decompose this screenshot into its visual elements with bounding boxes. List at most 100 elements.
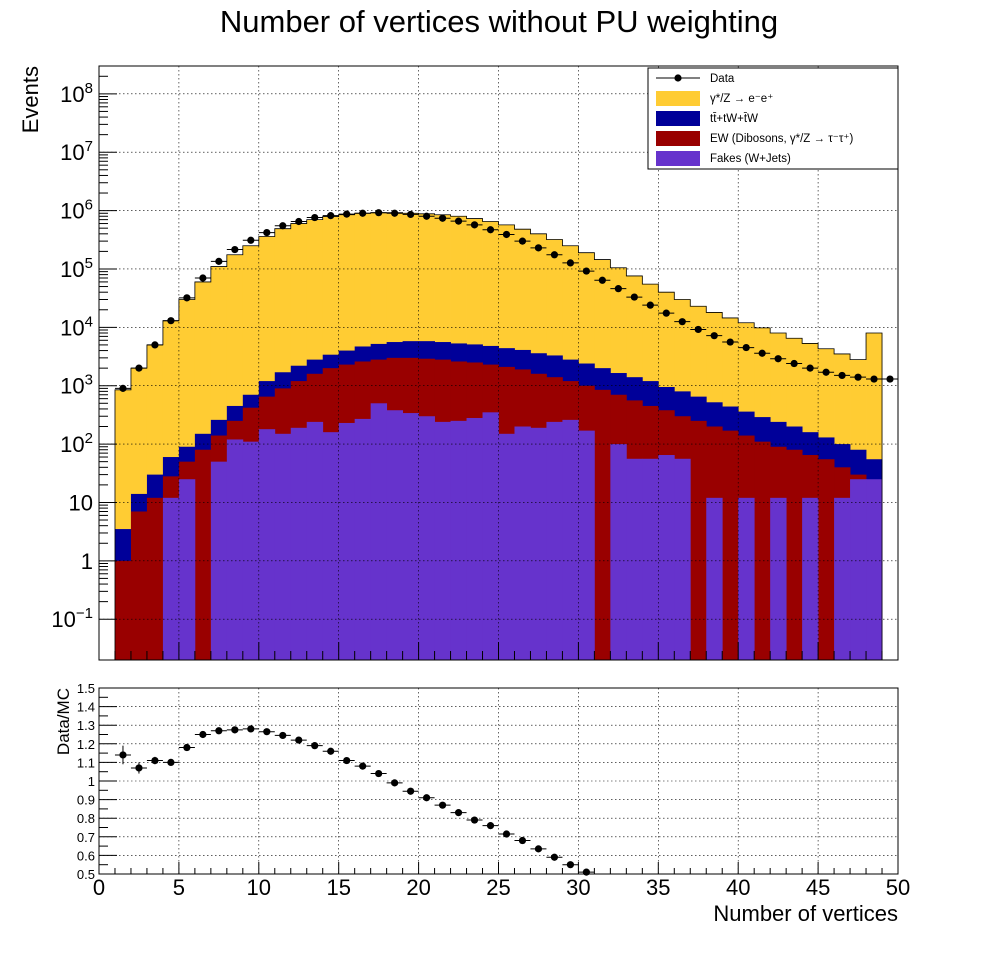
x-tick-label: 30	[566, 875, 590, 900]
data-point	[582, 267, 590, 275]
ratio-point	[359, 762, 367, 770]
data-point	[870, 375, 878, 383]
bar-ew	[114, 560, 132, 660]
data-point	[662, 309, 670, 317]
ratio-y-tick-label: 1	[88, 774, 95, 789]
bar-fakes	[226, 439, 244, 660]
bar-fakes	[162, 497, 180, 660]
y-tick-label: 1	[81, 549, 93, 574]
ratio-point	[231, 726, 239, 734]
y-tick-label: 108	[60, 80, 93, 107]
bar-fakes	[658, 455, 675, 660]
stack-outline	[114, 212, 883, 660]
ratio-point	[295, 736, 303, 744]
data-point	[486, 226, 495, 234]
data-point	[375, 209, 383, 217]
data-point	[726, 338, 734, 346]
x-tick-label: 45	[806, 875, 830, 900]
bar-fakes	[482, 412, 499, 660]
ratio-point	[119, 751, 127, 759]
data-point	[407, 210, 415, 219]
ratio-point	[502, 830, 511, 838]
legend-data-marker	[674, 74, 682, 82]
data-point	[806, 364, 814, 372]
bar-ew	[690, 420, 707, 660]
bar-ew	[194, 449, 212, 660]
bar-fakes	[178, 479, 196, 660]
ratio-point	[311, 742, 319, 750]
ratio-point	[518, 836, 527, 845]
ratio-point	[199, 730, 207, 739]
data-point	[438, 214, 447, 222]
series-data	[114, 209, 899, 392]
data-point	[343, 210, 351, 218]
bar-fakes	[738, 497, 755, 660]
data-point	[614, 285, 622, 293]
data-point	[167, 317, 175, 325]
data-point	[199, 274, 207, 282]
legend-swatch-top	[656, 111, 700, 126]
bar-fakes	[434, 421, 451, 660]
ratio-point	[279, 731, 287, 740]
series-fakes	[162, 403, 883, 660]
ratio-point	[183, 743, 191, 752]
legend-label-data: Data	[710, 73, 735, 85]
ratio-point	[454, 809, 463, 817]
ratio-point	[263, 728, 271, 736]
bar-fakes	[306, 421, 324, 660]
data-point	[311, 213, 319, 222]
bar-fakes	[354, 418, 372, 660]
bar-fakes	[578, 430, 595, 660]
ratio-point	[215, 727, 223, 735]
bar-ew	[146, 497, 164, 660]
bar-fakes	[242, 441, 260, 660]
y-tick-label: 102	[60, 430, 93, 457]
data-point	[790, 359, 798, 368]
bar-fakes	[866, 479, 883, 660]
y-tick-label: 107	[60, 138, 93, 165]
bar-fakes	[274, 433, 292, 660]
x-tick-label: 25	[486, 875, 510, 900]
data-point	[502, 230, 511, 239]
ratio-point	[247, 725, 255, 733]
data-point	[758, 349, 766, 357]
ratio-y-tick-label: 0.5	[77, 867, 95, 882]
data-point	[694, 325, 702, 334]
ratio-y-axis-label: Data/MC	[54, 688, 73, 755]
bar-fakes	[546, 421, 563, 660]
data-point	[135, 364, 143, 372]
y-tick-label: 106	[60, 197, 93, 224]
x-tick-label: 15	[326, 875, 350, 900]
bar-fakes	[706, 497, 723, 660]
data-point	[822, 368, 830, 376]
ratio-panel: 0.5 0.6 0.7 0.8 0.9 1 1.1 1.2 1.3 1.4 1.5 0 5 10 15 20 2…	[54, 681, 910, 926]
ratio-point	[375, 769, 383, 778]
bar-fakes	[802, 497, 819, 660]
data-point	[119, 384, 127, 392]
x-tick-label: 5	[173, 875, 185, 900]
legend-swatch-dy	[656, 91, 700, 106]
bar-fakes	[674, 458, 691, 660]
ratio-point	[566, 861, 575, 869]
bar-fakes	[562, 419, 579, 660]
data-point	[454, 217, 463, 225]
ratio-point	[391, 779, 399, 787]
bar-fakes	[850, 479, 867, 660]
data-point	[151, 341, 159, 349]
data-point	[295, 217, 303, 226]
data-point	[231, 245, 239, 254]
ratio-point	[167, 758, 175, 767]
data-point	[774, 355, 782, 363]
ratio-y-tick-label: 1.5	[77, 681, 95, 696]
data-point	[518, 237, 527, 245]
y-axis-label: Events	[18, 66, 43, 133]
legend-swatch-ew	[656, 131, 700, 146]
data-point	[327, 212, 335, 220]
bar-fakes	[258, 429, 276, 660]
bar-ew	[130, 511, 148, 660]
ratio-point	[407, 787, 415, 795]
chart-title: Number of vertices without PU weighting	[219, 4, 779, 39]
data-point	[886, 375, 894, 383]
data-point	[215, 257, 223, 265]
ratio-y-tick-label: 1.2	[77, 737, 95, 752]
